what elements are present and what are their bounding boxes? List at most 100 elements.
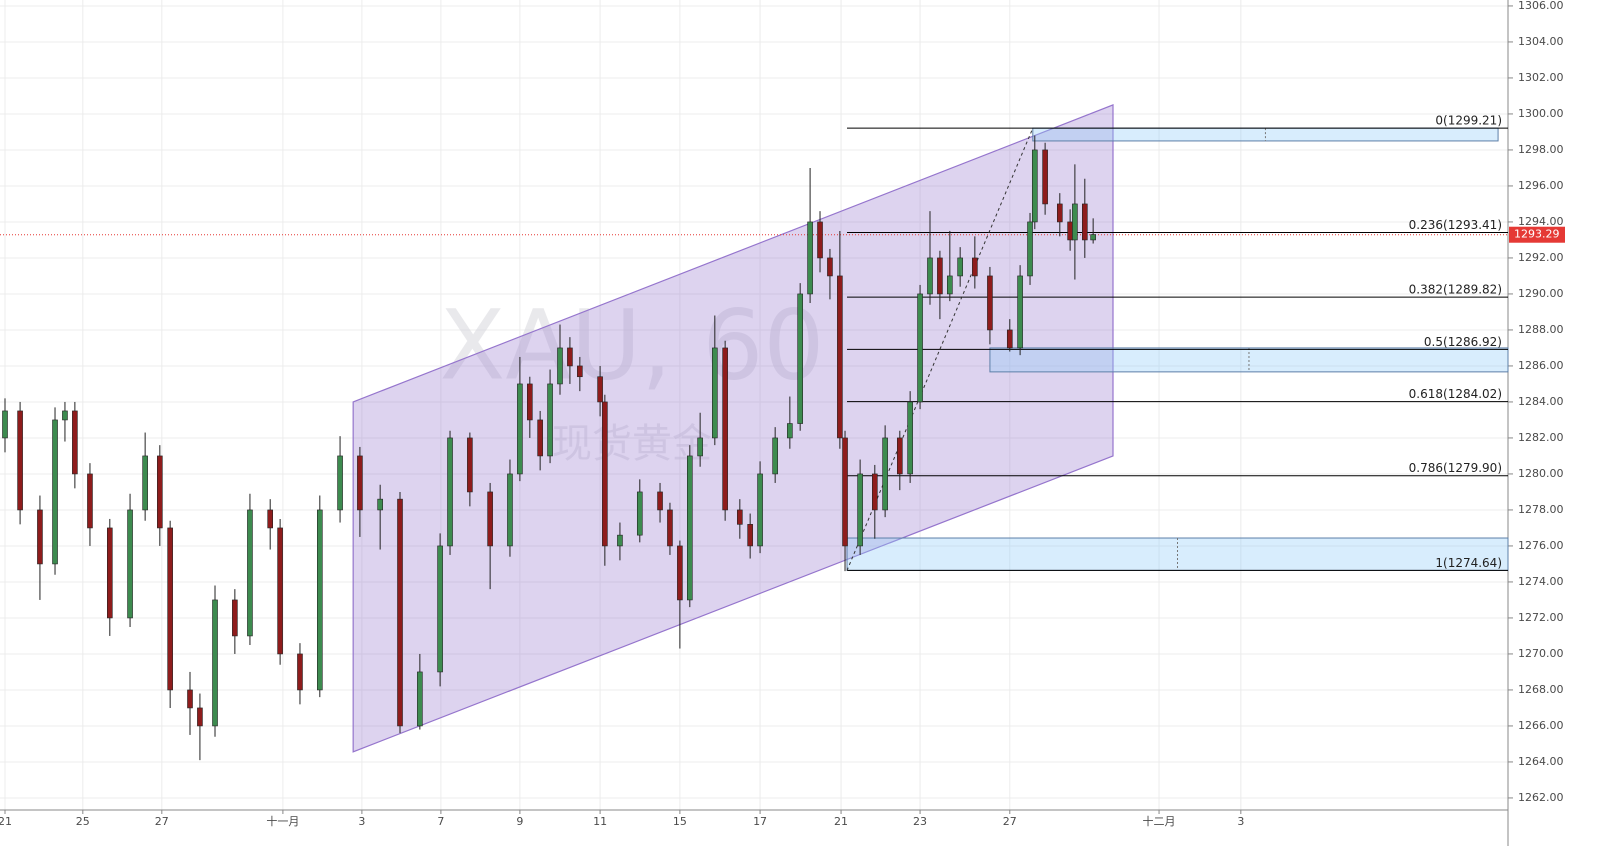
candle-body: [657, 491, 663, 511]
candle-body: [357, 455, 363, 511]
candle-body: [1067, 221, 1073, 241]
candle-body: [557, 347, 563, 385]
x-tick-label: 23: [913, 815, 927, 828]
candle-body: [1027, 221, 1033, 277]
candle-body: [527, 383, 533, 421]
candle-body: [772, 437, 778, 475]
candle-body: [467, 437, 473, 493]
candle-body: [2, 410, 8, 439]
candle-body: [737, 509, 743, 525]
y-tick-label: 1268.00: [1518, 683, 1564, 696]
candle-body: [907, 401, 913, 475]
channel: [352, 104, 1114, 753]
candle-body: [187, 689, 193, 709]
candle-body: [517, 383, 523, 475]
y-tick-label: 1266.00: [1518, 719, 1564, 732]
fib-label: 0.618(1284.02): [1409, 387, 1502, 401]
candle-body: [937, 257, 943, 295]
candle-body: [1042, 149, 1048, 205]
x-tick-label: 十一月: [266, 814, 299, 828]
y-tick-label: 1278.00: [1518, 503, 1564, 516]
y-tick-label: 1300.00: [1518, 107, 1564, 120]
fib-label: 1(1274.64): [1435, 556, 1502, 570]
candle-body: [972, 257, 978, 277]
x-tick-label: 25: [76, 815, 90, 828]
candle-body: [842, 437, 848, 547]
candle-body: [337, 455, 343, 511]
candle-body: [1082, 203, 1088, 241]
trend-line: [846, 127, 1034, 571]
y-tick-label: 1272.00: [1518, 611, 1564, 624]
y-tick-label: 1276.00: [1518, 539, 1564, 552]
y-tick-label: 1262.00: [1518, 791, 1564, 804]
candle-body: [212, 599, 218, 727]
y-tick-label: 1292.00: [1518, 251, 1564, 264]
x-tick-label: 21: [0, 815, 12, 828]
candle-body: [232, 599, 238, 637]
y-tick-label: 1286.00: [1518, 359, 1564, 372]
fib-label: 0.786(1279.90): [1409, 461, 1502, 475]
x-tick-label: 11: [593, 815, 607, 828]
y-tick-label: 1306.00: [1518, 0, 1564, 12]
candle-body: [547, 383, 553, 457]
candle-body: [142, 455, 148, 511]
candle-body: [37, 509, 43, 565]
candle-body: [947, 275, 953, 295]
y-tick-label: 1294.00: [1518, 215, 1564, 228]
x-tick-label: 3: [358, 815, 365, 828]
candle-body: [897, 437, 903, 475]
candle-body: [107, 527, 113, 619]
candle-body: [597, 376, 603, 403]
candle-body: [17, 410, 23, 511]
y-tick-label: 1296.00: [1518, 179, 1564, 192]
candle-body: [957, 257, 963, 277]
watermark: XAU, 60: [440, 289, 825, 401]
candle-body: [397, 498, 403, 727]
candle-body: [697, 437, 703, 457]
x-tick-label: 十二月: [1143, 814, 1176, 828]
y-tick-label: 1302.00: [1518, 71, 1564, 84]
candle-body: [1031, 149, 1038, 223]
candle-body: [757, 473, 763, 547]
candle-body: [797, 293, 803, 424]
y-tick-label: 1280.00: [1518, 467, 1564, 480]
y-tick-label: 1274.00: [1518, 575, 1564, 588]
candle-body: [1057, 203, 1063, 223]
x-tick-label: 27: [155, 815, 169, 828]
candle-body: [1006, 329, 1013, 349]
candle-body: [817, 221, 823, 259]
last-price-label: 1293.29: [1514, 228, 1560, 241]
fib-label: 0(1299.21): [1435, 114, 1502, 128]
candle-body: [247, 509, 253, 637]
candle-body: [927, 257, 933, 295]
y-tick-label: 1298.00: [1518, 143, 1564, 156]
candle-body: [602, 401, 608, 547]
candle-body: [507, 473, 513, 547]
candle-body: [577, 365, 583, 378]
candle-body: [157, 455, 163, 529]
x-tick-label: 9: [516, 815, 523, 828]
candle-body: [487, 491, 493, 547]
candle-body: [787, 423, 793, 439]
fib-label: 0.236(1293.41): [1409, 218, 1502, 232]
candle-body: [52, 419, 58, 565]
candle-body: [882, 437, 888, 511]
candle-body: [267, 509, 273, 529]
candle-body: [617, 534, 623, 547]
candle-body: [317, 509, 323, 691]
candle-body: [687, 455, 693, 601]
y-tick-label: 1290.00: [1518, 287, 1564, 300]
candle-body: [197, 707, 203, 727]
candle-body: [417, 671, 423, 727]
candle-body: [872, 473, 878, 511]
candle-body: [72, 410, 78, 475]
candle-body: [917, 293, 923, 403]
candle-body: [827, 257, 833, 277]
x-tick-label: 3: [1237, 815, 1244, 828]
candle-body: [567, 347, 573, 367]
candle-body: [1090, 234, 1096, 241]
x-tick-label: 7: [437, 815, 444, 828]
candle-body: [167, 527, 173, 691]
y-tick-label: 1288.00: [1518, 323, 1564, 336]
